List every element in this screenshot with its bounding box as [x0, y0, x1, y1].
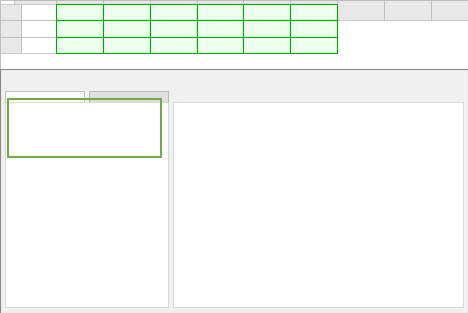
Bar — [65, 177, 80, 210]
Bar — [89, 228, 104, 269]
Bar — [138, 171, 152, 210]
Title: Chart Title: Chart Title — [70, 220, 98, 225]
Title: Chart Title: Chart Title — [278, 110, 344, 123]
Bar — [40, 174, 55, 210]
Bar — [65, 117, 80, 150]
Text: 3: 3 — [7, 40, 13, 49]
Text: 32377: 32377 — [76, 24, 101, 33]
Bar — [402, 154, 427, 282]
Title: Chart Title: Chart Title — [70, 101, 98, 106]
Bar — [278, 174, 303, 282]
Text: All Charts: All Charts — [109, 93, 149, 101]
Text: Mar: Mar — [180, 8, 194, 17]
Bar — [113, 233, 128, 269]
Bar — [40, 115, 55, 150]
Text: E: E — [264, 5, 270, 14]
Bar — [138, 230, 152, 269]
Bar — [89, 168, 104, 210]
Text: Jan: Jan — [89, 8, 101, 17]
Bar — [40, 233, 55, 269]
Text: 37420: 37420 — [123, 24, 147, 33]
Text: I: I — [453, 5, 455, 14]
Bar — [320, 144, 344, 282]
Text: 1: 1 — [7, 8, 13, 17]
Bar — [196, 180, 220, 282]
Bar — [89, 109, 104, 150]
Text: May: May — [272, 8, 288, 17]
Text: 2: 2 — [7, 24, 13, 33]
Text: A: A — [77, 5, 82, 14]
Text: # Revenue  —GP%: # Revenue —GP% — [14, 214, 73, 219]
Text: 50%: 50% — [224, 40, 241, 49]
Title: Chart Title: Chart Title — [70, 161, 98, 166]
Text: 46%: 46% — [271, 40, 288, 49]
Bar — [65, 236, 80, 269]
Text: G: G — [357, 5, 364, 14]
Text: H: H — [404, 5, 410, 14]
Text: B: B — [124, 5, 129, 14]
Bar — [113, 114, 128, 150]
Text: Clustered Column - Line on Secondary Axis: Clustered Column - Line on Secondary Axi… — [225, 108, 450, 118]
Text: 49%: 49% — [84, 40, 101, 49]
Text: 49%: 49% — [131, 40, 147, 49]
Bar — [361, 163, 386, 282]
Text: 46%: 46% — [177, 40, 194, 49]
Bar — [16, 239, 31, 269]
Bar — [16, 179, 31, 210]
Text: GP%: GP% — [23, 40, 41, 49]
Text: Jun: Jun — [322, 8, 335, 17]
Text: Insert Chart: Insert Chart — [5, 75, 67, 85]
Text: Revenue: Revenue — [23, 24, 57, 33]
Text: F: F — [311, 5, 316, 14]
Text: Feb: Feb — [134, 8, 147, 17]
Text: D: D — [217, 5, 223, 14]
Text: 34423: 34423 — [170, 24, 194, 33]
Legend: Revenue, GP%: Revenue, GP% — [252, 305, 370, 313]
Bar — [138, 111, 152, 150]
Text: Apr: Apr — [227, 8, 241, 17]
Bar — [237, 165, 262, 282]
Text: 43%: 43% — [318, 40, 335, 49]
Bar — [113, 174, 128, 210]
Text: Recommended Charts: Recommended Charts — [0, 93, 91, 101]
Bar — [16, 120, 31, 150]
Text: 40870: 40870 — [310, 24, 335, 33]
Text: C: C — [170, 5, 176, 14]
Text: 43892: 43892 — [217, 24, 241, 33]
Text: 37757: 37757 — [263, 24, 288, 33]
